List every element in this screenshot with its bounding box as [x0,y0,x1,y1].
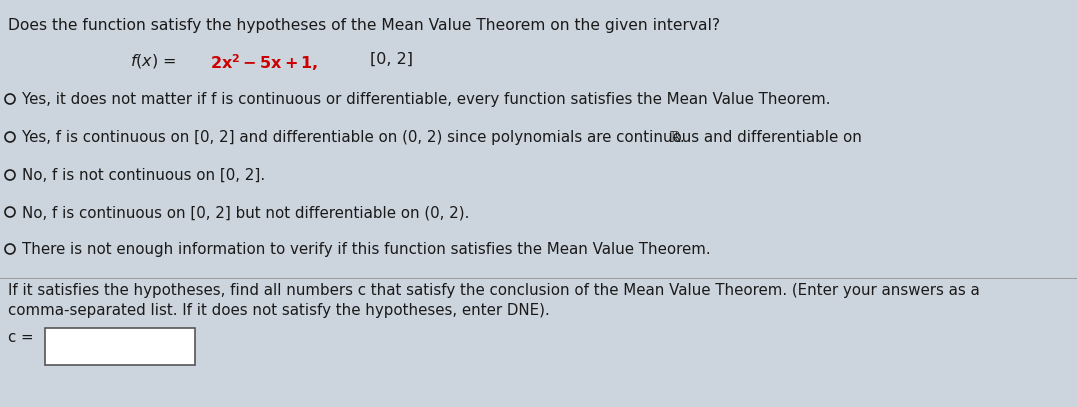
Text: c =: c = [8,330,33,345]
Bar [45,328,195,365]
Text: comma-separated list. If it does not satisfy the hypotheses, enter DNE).: comma-separated list. If it does not sat… [8,303,549,318]
Text: Yes, f is continuous on [0, 2] and differentiable on (0, 2) since polynomials ar: Yes, f is continuous on [0, 2] and diffe… [22,130,867,145]
Text: [0, 2]: [0, 2] [370,52,412,67]
Text: No, f is continuous on [0, 2] but not differentiable on (0, 2).: No, f is continuous on [0, 2] but not di… [22,205,470,220]
Text: ℝ.: ℝ. [669,130,685,145]
Text: If it satisfies the hypotheses, find all numbers c that satisfy the conclusion o: If it satisfies the hypotheses, find all… [8,283,980,298]
Text: No, f is not continuous on [0, 2].: No, f is not continuous on [0, 2]. [22,168,265,183]
Text: $f(x)$ =: $f(x)$ = [130,52,178,70]
Text: There is not enough information to verify if this function satisfies the Mean Va: There is not enough information to verif… [22,242,711,257]
Text: Yes, it does not matter if f is continuous or differentiable, every function sat: Yes, it does not matter if f is continuo… [22,92,830,107]
Text: $\mathbf{2x^2-5x+1}$,: $\mathbf{2x^2-5x+1}$, [210,52,318,73]
Text: Does the function satisfy the hypotheses of the Mean Value Theorem on the given : Does the function satisfy the hypotheses… [8,18,721,33]
